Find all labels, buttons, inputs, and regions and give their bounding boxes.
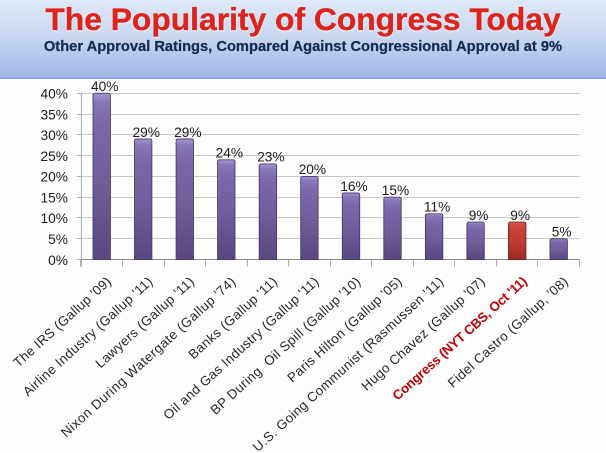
svg-text:16%: 16% [340, 179, 367, 194]
svg-text:29%: 29% [174, 125, 201, 140]
svg-text:U.S. Going Communist (Rasmusse: U.S. Going Communist (Rasmussen '11) [250, 274, 447, 453]
svg-text:9%: 9% [469, 208, 489, 223]
svg-text:20%: 20% [299, 162, 326, 177]
svg-text:0%: 0% [48, 253, 68, 268]
svg-text:30%: 30% [40, 128, 67, 143]
svg-text:29%: 29% [132, 125, 159, 140]
svg-text:40%: 40% [40, 87, 67, 102]
svg-text:9%: 9% [510, 208, 530, 223]
svg-text:10%: 10% [40, 211, 67, 226]
svg-text:5%: 5% [48, 232, 68, 247]
svg-text:BP During Oil Spill (Gallup ': BP During Oil Spill (Gallup '10) [207, 274, 363, 418]
svg-text:25%: 25% [40, 149, 67, 164]
svg-text:40%: 40% [91, 79, 118, 94]
svg-text:5%: 5% [552, 225, 572, 240]
svg-text:20%: 20% [40, 170, 67, 185]
svg-text:15%: 15% [382, 183, 409, 198]
svg-text:24%: 24% [216, 146, 243, 161]
svg-text:23%: 23% [257, 150, 284, 165]
svg-text:11%: 11% [424, 200, 450, 215]
svg-text:15%: 15% [40, 191, 67, 206]
svg-text:35%: 35% [40, 107, 67, 122]
